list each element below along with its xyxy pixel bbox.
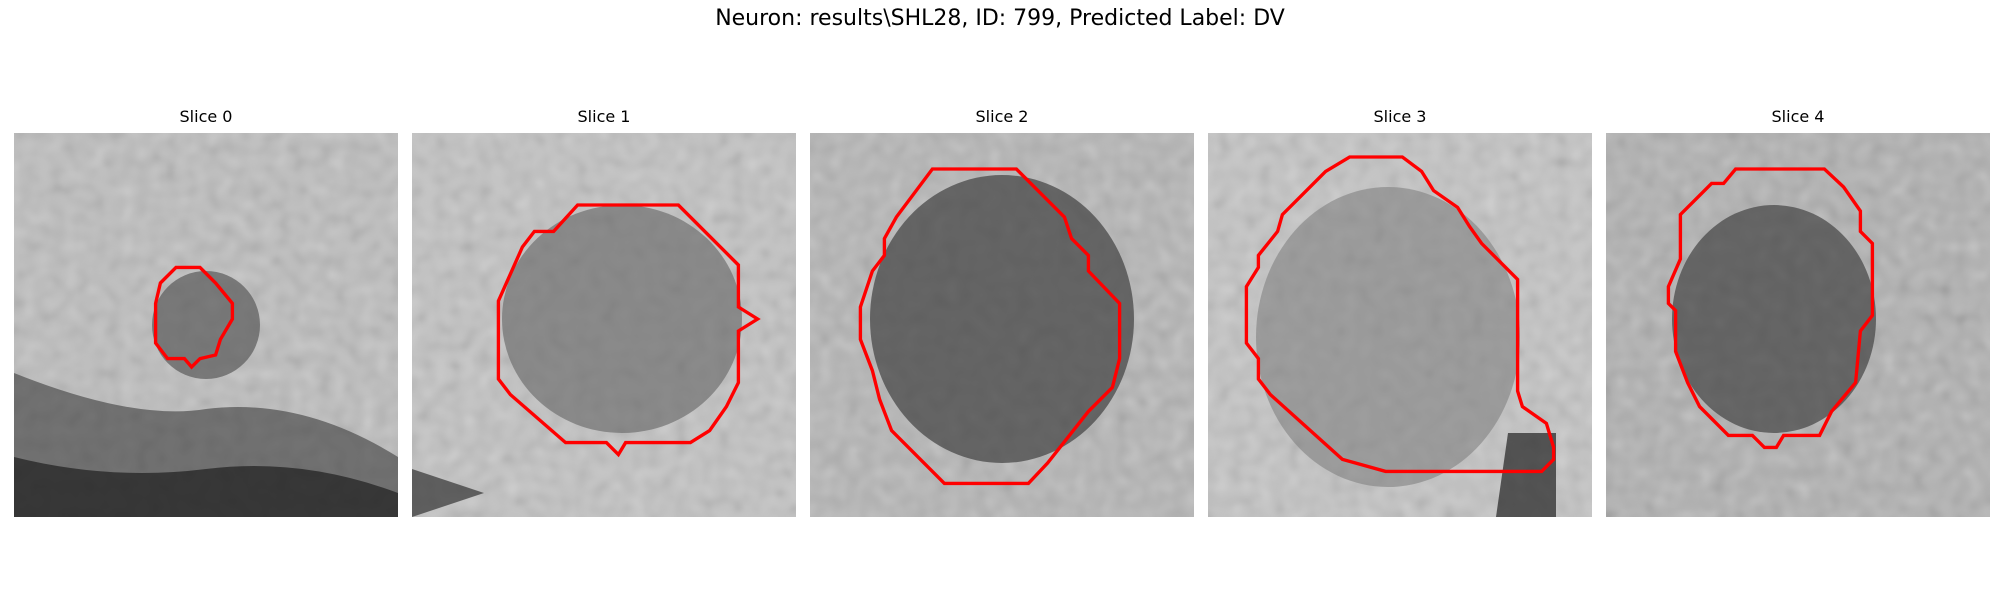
contour-1 (496, 203, 761, 458)
slice-panel-0: Slice 0 (14, 105, 398, 517)
slice-panel-1: Slice 1 (412, 105, 796, 517)
slice-image-1 (412, 133, 796, 517)
slice-title-0: Slice 0 (179, 107, 233, 126)
slice-title-2: Slice 2 (975, 107, 1029, 126)
figure-title: Neuron: results\SHL28, ID: 799, Predicte… (715, 6, 1285, 31)
slice-title-3: Slice 3 (1373, 107, 1427, 126)
slice-title-1: Slice 1 (577, 107, 631, 126)
contour-2 (858, 167, 1122, 486)
contour-4 (1666, 167, 1875, 450)
slice-panel-4: Slice 4 (1606, 105, 1990, 517)
slice-panel-3: Slice 3 (1208, 105, 1592, 517)
slice-image-0 (14, 133, 398, 517)
slice-image-2 (810, 133, 1194, 517)
slice-image-4 (1606, 133, 1990, 517)
contour-3 (1244, 155, 1556, 474)
slice-image-3 (1208, 133, 1592, 517)
slice-panel-2: Slice 2 (810, 105, 1194, 517)
contour-0 (153, 265, 235, 370)
slice-title-4: Slice 4 (1771, 107, 1825, 126)
